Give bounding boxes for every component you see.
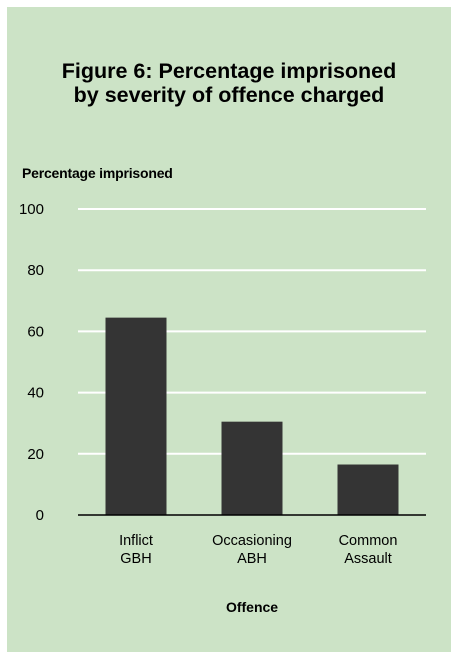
bar [221,421,283,515]
bar [337,464,399,515]
y-tick-label: 60 [27,323,44,340]
y-tick-label: 80 [27,262,44,279]
chart-title: Figure 6: Percentage imprisoned by sever… [7,59,451,107]
x-tick-label: ABH [237,551,267,567]
x-tick-label: Inflict [119,533,153,549]
y-tick-label: 20 [27,446,44,463]
y-tick-label: 40 [27,385,44,402]
chart-title-line-2: by severity of offence charged [73,83,385,107]
bar [105,317,167,515]
chart-title-line-1: Figure 6: Percentage imprisoned [61,59,397,83]
chart-panel: Figure 6: Percentage imprisoned by sever… [7,7,451,652]
x-axis-label: Offence [226,599,278,615]
x-tick-label: Common [339,533,398,549]
y-tick-label: 0 [36,507,44,524]
x-tick-label: Occasioning [212,533,292,549]
x-tick-label: Assault [344,551,392,567]
x-tick-label: GBH [120,551,151,567]
y-tick-label: 100 [19,201,44,218]
y-axis-label: Percentage imprisoned [22,165,173,181]
